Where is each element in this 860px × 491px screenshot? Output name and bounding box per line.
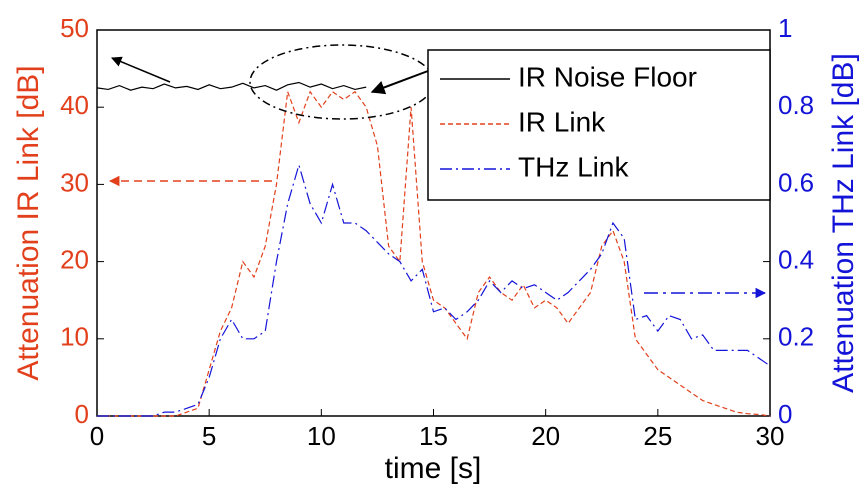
- arrow: [370, 67, 437, 95]
- y-tick-label: 0: [75, 399, 89, 429]
- y-tick-label: 10: [60, 322, 89, 352]
- x-tick-label: 25: [643, 421, 672, 451]
- legend: IR Noise Floor IR Link THz Link: [427, 49, 771, 201]
- legend-box: [427, 49, 771, 201]
- legend-label: THz Link: [518, 151, 629, 182]
- y-tick-label: 20: [60, 244, 89, 274]
- x-tick-label: 30: [756, 421, 785, 451]
- x-tick-label: 0: [90, 421, 104, 451]
- x-axis-label: time [s]: [385, 452, 482, 485]
- x-tick-label: 10: [307, 421, 336, 451]
- highlight-ellipse: [249, 44, 435, 120]
- y2-tick-label: 1: [778, 13, 792, 43]
- arrow: [111, 56, 171, 83]
- series-line: [97, 162, 771, 417]
- y2-axis-label: Attenuation THz Link [dB]: [827, 53, 860, 393]
- x-tick-label: 20: [531, 421, 560, 451]
- y2-tick-label: 0.8: [778, 90, 814, 120]
- y-tick-label: 50: [60, 13, 89, 43]
- series-line: [97, 90, 771, 417]
- y2-tick-label: 0.2: [778, 322, 814, 352]
- y2-tick-label: 0.6: [778, 167, 814, 197]
- y-tick-label: 40: [60, 90, 89, 120]
- x-tick-label: 15: [419, 421, 448, 451]
- y-axis-label: Attenuation IR Link [dB]: [12, 65, 45, 380]
- y-tick-label: 30: [60, 167, 89, 197]
- y2-tick-label: 0.4: [778, 244, 814, 274]
- series-line: [96, 81, 367, 91]
- y2-tick-label: 0: [778, 399, 792, 429]
- x-tick-label: 5: [202, 421, 216, 451]
- legend-label: IR Link: [518, 106, 606, 137]
- legend-label: IR Noise Floor: [518, 61, 697, 92]
